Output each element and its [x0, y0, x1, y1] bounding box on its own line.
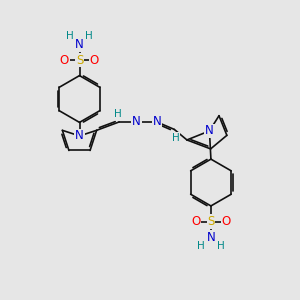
Text: N: N	[132, 116, 141, 128]
Text: N: N	[75, 38, 84, 51]
Text: H: H	[197, 241, 205, 250]
Text: H: H	[85, 31, 93, 41]
Text: S: S	[76, 53, 83, 67]
Text: O: O	[90, 53, 99, 67]
Text: O: O	[191, 215, 200, 228]
Text: N: N	[152, 116, 161, 128]
Text: H: H	[217, 241, 224, 250]
Text: N: N	[206, 231, 215, 244]
Text: S: S	[207, 215, 214, 228]
Text: N: N	[205, 124, 214, 137]
Text: H: H	[114, 109, 122, 119]
Text: N: N	[75, 129, 84, 142]
Text: O: O	[60, 53, 69, 67]
Text: H: H	[172, 133, 180, 142]
Text: H: H	[66, 31, 74, 41]
Text: O: O	[221, 215, 230, 228]
